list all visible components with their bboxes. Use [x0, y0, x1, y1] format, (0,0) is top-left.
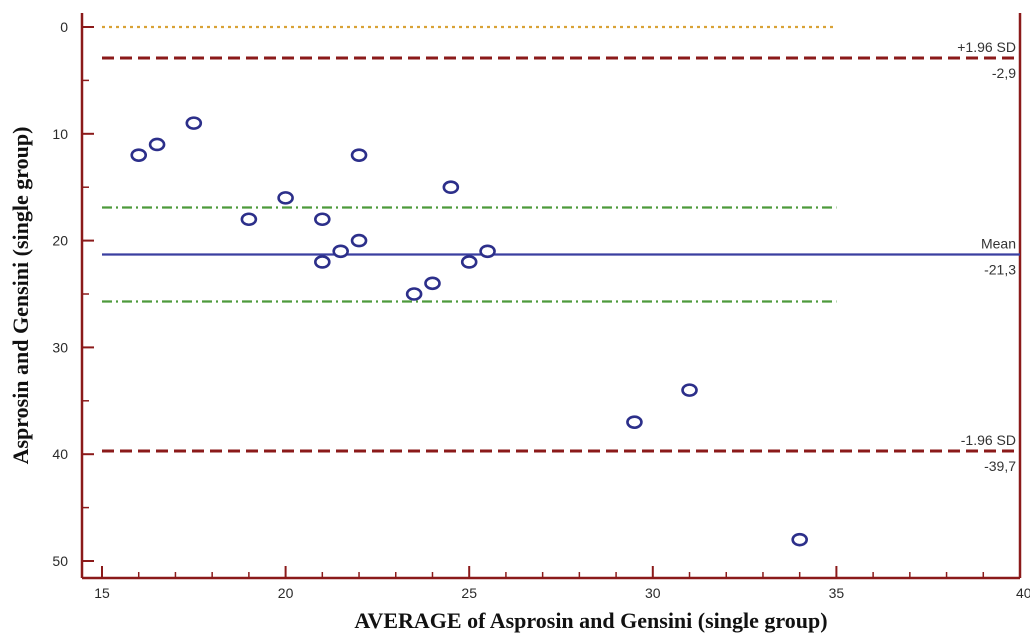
reference-label-below: -2,9 — [992, 65, 1016, 81]
data-point — [405, 287, 423, 301]
data-point — [314, 255, 331, 269]
data-point — [479, 244, 496, 259]
y-tick-label: 20 — [52, 233, 68, 249]
reference-label-below: -39,7 — [984, 458, 1016, 474]
y-tick-label: 30 — [52, 339, 68, 355]
y-tick-label: 50 — [52, 553, 68, 569]
x-tick-label: 35 — [829, 585, 845, 601]
reference-label-above: -1.96 SD — [961, 432, 1016, 448]
y-tick-label: 0 — [60, 19, 68, 35]
x-tick-label: 40 — [1016, 585, 1030, 601]
x-axis-title: AVERAGE of Asprosin and Gensini (single … — [354, 608, 827, 633]
x-tick-label: 25 — [461, 585, 477, 601]
reference-label-below: -21,3 — [984, 261, 1016, 277]
data-point — [332, 244, 349, 259]
data-point — [442, 180, 460, 194]
y-axis-title: Asprosin and Gensini (single group) — [8, 127, 33, 465]
x-tick-label: 15 — [94, 585, 110, 601]
reference-label-above: +1.96 SD — [957, 39, 1016, 55]
reference-label-above: Mean — [981, 235, 1016, 251]
data-point — [626, 415, 643, 429]
data-point — [240, 212, 258, 227]
x-tick-label: 30 — [645, 585, 661, 601]
data-point — [350, 148, 368, 162]
y-tick-label: 40 — [52, 446, 68, 462]
data-point — [791, 532, 808, 547]
y-tick-label: 10 — [52, 126, 68, 142]
data-point — [460, 255, 478, 269]
data-point — [681, 383, 698, 397]
data-point — [314, 212, 331, 227]
data-point — [277, 191, 294, 205]
data-point — [185, 116, 203, 130]
data-point — [130, 148, 148, 162]
data-point — [148, 137, 166, 152]
x-tick-label: 20 — [278, 585, 294, 601]
data-point — [350, 233, 368, 248]
data-point — [424, 276, 441, 291]
